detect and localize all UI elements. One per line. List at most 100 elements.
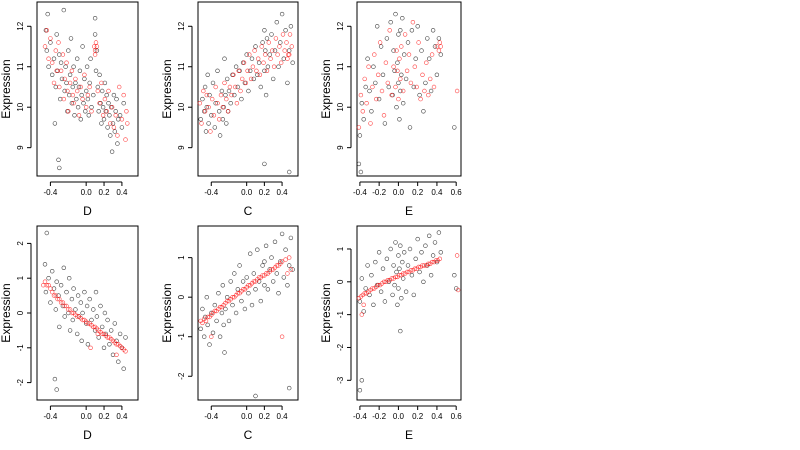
data-point-red xyxy=(268,56,273,61)
data-point-red xyxy=(279,334,285,339)
data-point-red xyxy=(284,40,289,45)
x-tick-label: -0.2 xyxy=(372,188,386,197)
data-point-black xyxy=(212,125,218,130)
series-red xyxy=(356,253,461,317)
data-point-red xyxy=(277,44,282,49)
data-point-black xyxy=(419,250,424,255)
data-point-black xyxy=(102,80,108,86)
series-red xyxy=(197,32,294,134)
data-point-red xyxy=(251,279,257,284)
data-point-red xyxy=(395,68,400,74)
scatter-panel-2: -0.4 0.0 0.2 0.4 9 10 11 12 C Expression xyxy=(160,1,299,218)
data-point-black xyxy=(205,72,210,78)
data-point-black xyxy=(401,100,406,106)
data-point-black xyxy=(359,100,364,106)
data-point-black xyxy=(246,88,251,94)
data-point-black xyxy=(262,283,267,288)
data-point-black xyxy=(388,246,393,252)
data-point-red xyxy=(376,72,381,78)
data-point-red xyxy=(106,88,111,94)
data-point-red xyxy=(89,109,94,114)
data-point-black xyxy=(223,306,228,312)
series-red xyxy=(42,28,130,142)
y-tick-label: -2 xyxy=(177,372,186,380)
data-point-red xyxy=(65,88,70,94)
data-point-red xyxy=(53,293,58,298)
data-point-red xyxy=(412,266,417,271)
data-point-black xyxy=(61,7,66,13)
data-point-red xyxy=(416,40,421,45)
data-point-red xyxy=(200,320,205,326)
y-tick-label: 12 xyxy=(336,21,345,30)
data-point-red xyxy=(115,133,120,138)
data-point-red xyxy=(397,273,402,278)
x-tick-label: 0.2 xyxy=(259,412,271,421)
data-point-black xyxy=(89,104,94,110)
y-tick-label: 0 xyxy=(336,279,345,284)
data-point-red xyxy=(42,279,48,284)
data-point-black xyxy=(262,161,267,167)
x-tick-label: 0.4 xyxy=(431,188,443,197)
data-point-red xyxy=(254,68,259,74)
data-point-red xyxy=(234,100,240,106)
data-point-red xyxy=(95,331,101,337)
data-point-red xyxy=(231,72,236,78)
data-point-red xyxy=(87,84,92,90)
data-point-red xyxy=(64,60,69,65)
data-point-black xyxy=(43,289,49,295)
data-point-red xyxy=(283,257,288,262)
data-point-red xyxy=(211,113,217,118)
data-point-black xyxy=(357,388,363,393)
data-point-black xyxy=(255,247,260,252)
data-point-red xyxy=(266,40,271,45)
data-point-black xyxy=(97,72,102,78)
data-point-red xyxy=(394,48,399,53)
data-point-black xyxy=(375,24,380,29)
data-point-black xyxy=(400,16,405,21)
data-point-black xyxy=(66,276,72,281)
data-point-black xyxy=(269,32,274,37)
data-point-red xyxy=(414,84,419,90)
data-point-red xyxy=(51,293,57,298)
series-black xyxy=(43,7,126,171)
data-point-red xyxy=(385,80,390,86)
y-tick-label: -2 xyxy=(336,343,345,351)
data-point-red xyxy=(408,268,414,273)
y-tick-label: 10 xyxy=(16,102,25,111)
data-point-red xyxy=(437,40,442,45)
data-point-red xyxy=(240,76,245,82)
data-point-black xyxy=(57,165,62,171)
data-point-black xyxy=(396,80,401,86)
data-point-red xyxy=(51,80,57,86)
data-point-black xyxy=(212,302,218,308)
data-point-black xyxy=(56,157,61,163)
data-point-black xyxy=(249,302,255,308)
data-point-red xyxy=(359,312,364,317)
data-point-red xyxy=(420,72,425,78)
data-point-black xyxy=(121,366,126,371)
data-point-black xyxy=(83,321,89,326)
data-point-black xyxy=(61,265,66,270)
plot-frame xyxy=(36,225,139,401)
data-point-red xyxy=(252,48,257,53)
data-point-black xyxy=(396,32,401,37)
x-axis-label: C xyxy=(244,428,253,442)
data-point-black xyxy=(215,68,220,74)
data-point-black xyxy=(415,24,420,29)
x-tick-label: 0.2 xyxy=(259,188,271,197)
x-tick-label: 0.2 xyxy=(412,412,424,421)
data-point-black xyxy=(246,291,251,296)
data-point-black xyxy=(361,309,366,314)
data-point-black xyxy=(71,286,76,291)
data-point-red xyxy=(123,137,128,142)
data-point-black xyxy=(398,28,403,33)
data-point-black xyxy=(378,44,384,49)
data-point-red xyxy=(97,100,102,106)
y-tick-label: -3 xyxy=(336,376,345,384)
data-point-black xyxy=(253,287,258,292)
data-point-black xyxy=(107,113,112,118)
data-point-black xyxy=(263,243,269,249)
data-point-black xyxy=(263,92,269,98)
data-point-black xyxy=(95,84,101,90)
